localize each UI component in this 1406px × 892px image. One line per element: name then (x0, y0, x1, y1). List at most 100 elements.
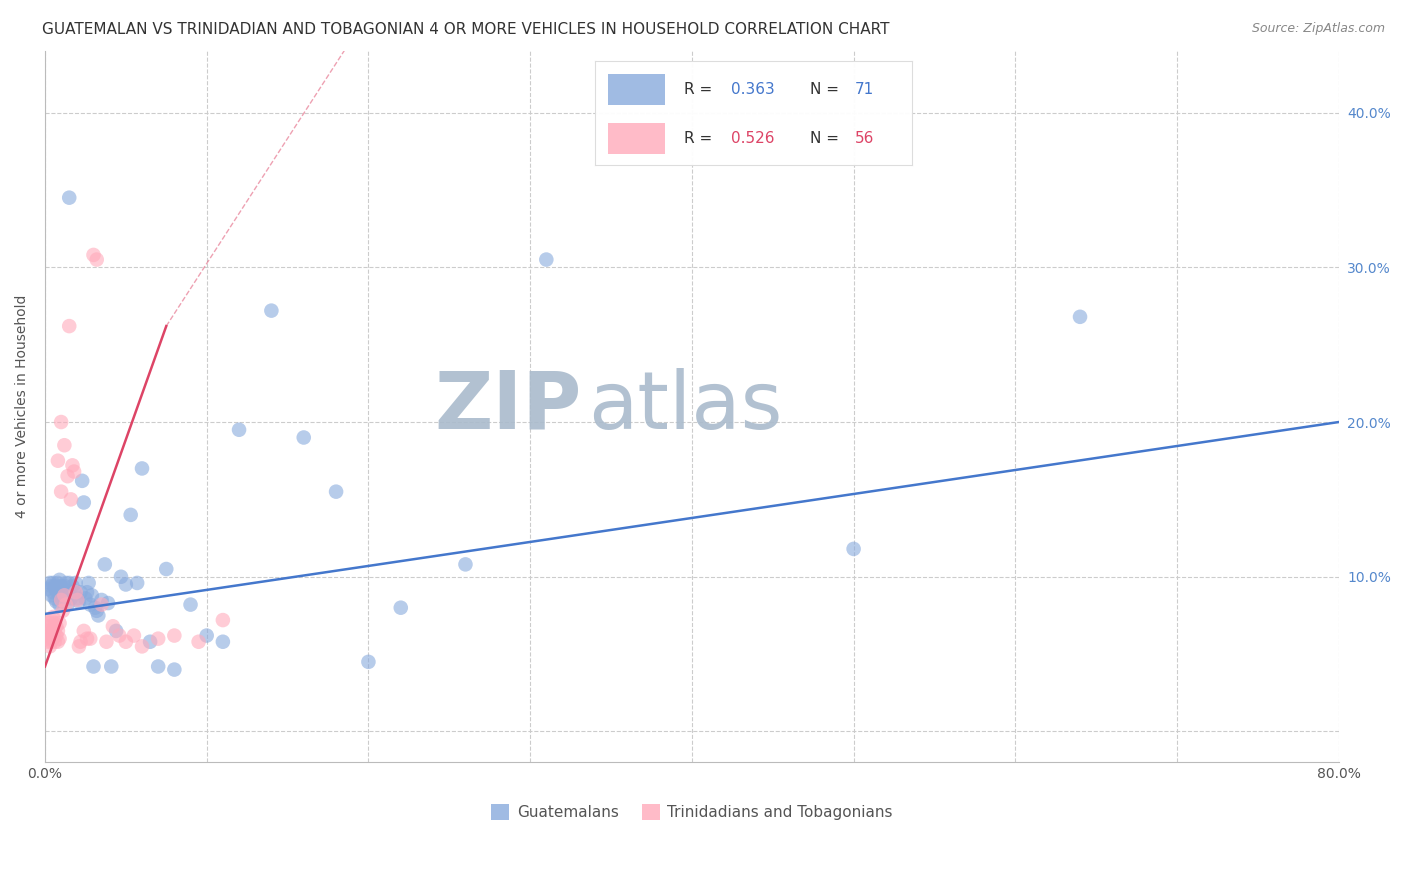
Point (45, 582, 67, 596)
Legend: Guatemalans, Trinidadians and Tobagonians: Guatemalans, Trinidadians and Tobagonian… (485, 797, 898, 826)
Point (82, 659, 104, 673)
Point (62, 579, 84, 593)
Point (187, 634, 209, 648)
Point (357, 655, 380, 669)
Point (69, 585, 91, 599)
Point (44, 616, 66, 631)
Point (41, 579, 63, 593)
Point (38, 629, 60, 643)
Point (56, 469, 79, 483)
Point (127, 576, 149, 591)
Point (62, 458, 84, 473)
Point (90, 598, 112, 612)
Point (48, 616, 70, 631)
Point (389, 600, 412, 615)
Point (66, 593, 89, 607)
Point (38, 640, 60, 654)
Point (42, 623, 65, 637)
Point (228, 423, 250, 437)
Text: GUATEMALAN VS TRINIDADIAN AND TOBAGONIAN 4 OR MORE VEHICLES IN HOUSEHOLD CORRELA: GUATEMALAN VS TRINIDADIAN AND TOBAGONIAN… (42, 22, 890, 37)
Point (84, 600, 107, 615)
Point (49, 593, 72, 607)
Point (108, 629, 131, 643)
Point (58, 585, 80, 599)
Point (46, 576, 69, 591)
Point (76, 632, 98, 646)
Point (120, 508, 142, 522)
Point (58, 319, 80, 334)
Point (536, 252, 558, 267)
Point (180, 598, 202, 612)
Point (55, 576, 77, 591)
Point (1069, 310, 1091, 324)
Point (63, 465, 86, 479)
Point (41, 588, 63, 602)
Point (86, 252, 108, 267)
Point (45, 594, 67, 608)
Point (73, 495, 96, 509)
Point (45, 619, 67, 633)
Point (96, 634, 118, 648)
Point (80, 588, 103, 602)
Point (67, 594, 90, 608)
Point (53, 438, 76, 452)
Point (56, 598, 79, 612)
Point (148, 632, 170, 646)
Point (114, 577, 136, 591)
Point (41, 613, 63, 627)
Point (97, 596, 120, 610)
Point (48, 573, 70, 587)
Point (86, 604, 108, 618)
Point (292, 430, 315, 444)
Point (58, 576, 80, 591)
Point (53, 588, 76, 602)
Point (212, 634, 235, 648)
Y-axis label: 4 or more Vehicles in Household: 4 or more Vehicles in Household (15, 295, 30, 518)
Point (35, 624, 58, 638)
Point (41, 625, 63, 640)
Point (90, 593, 112, 607)
Point (131, 461, 153, 475)
Point (49, 579, 72, 593)
Point (48, 598, 70, 612)
Point (94, 558, 117, 572)
Point (100, 659, 122, 673)
Point (55, 585, 77, 599)
Point (155, 562, 177, 576)
Point (110, 570, 132, 584)
Text: ZIP: ZIP (434, 368, 582, 446)
Point (63, 585, 86, 599)
Point (44, 634, 66, 648)
Point (38, 616, 60, 631)
Point (139, 634, 162, 648)
Point (59, 591, 82, 606)
Point (42, 576, 65, 591)
Point (55, 598, 77, 612)
Point (37, 619, 59, 633)
Point (44, 579, 66, 593)
Point (79, 632, 101, 646)
Point (65, 576, 87, 591)
Point (49, 484, 72, 499)
Point (37, 627, 59, 641)
Point (75, 591, 97, 606)
Point (82, 248, 104, 262)
Point (114, 634, 136, 648)
Point (842, 541, 865, 556)
Point (52, 594, 75, 608)
Point (454, 558, 477, 572)
Point (105, 624, 128, 638)
Point (101, 619, 124, 633)
Point (195, 629, 218, 643)
Point (65, 585, 87, 599)
Point (42, 610, 65, 624)
Point (49, 415, 72, 429)
Point (87, 608, 110, 623)
Point (260, 303, 283, 318)
Point (212, 613, 235, 627)
Point (37, 634, 59, 648)
Point (52, 582, 75, 596)
Point (42, 632, 65, 646)
Point (46, 634, 69, 648)
Point (70, 474, 93, 488)
